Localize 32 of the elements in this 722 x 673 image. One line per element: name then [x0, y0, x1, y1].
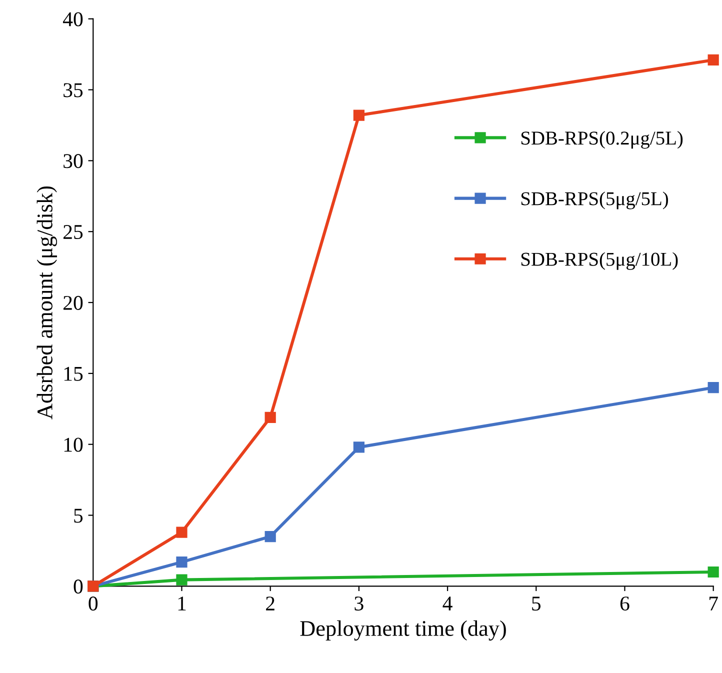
y-tick-label: 35 [64, 83, 83, 98]
y-tick-label: 30 [64, 154, 83, 168]
point [353, 110, 364, 121]
y-tick-label: 15 [64, 366, 83, 381]
point [708, 566, 719, 578]
y-tick-label: 25 [63, 225, 83, 240]
point [708, 382, 719, 394]
x-tick-label: 0 [88, 596, 98, 611]
y-tick-label: 0 [74, 580, 83, 594]
x-tick-label: 2 [266, 596, 274, 610]
x-tick-label: 6 [620, 596, 630, 611]
x-tick-label: 3 [354, 596, 364, 611]
x-tick-label: 4 [442, 596, 452, 610]
y-tick-label: 5 [74, 508, 83, 523]
x-tick-label: 1 [178, 596, 186, 610]
point [176, 574, 188, 586]
point [264, 412, 276, 423]
legend-label: SDB-RPS(0.2μg/5L) [521, 131, 683, 149]
point [176, 556, 188, 568]
x-tick-label: 5 [532, 596, 541, 611]
y-tick-label: 20 [63, 296, 83, 310]
point [176, 526, 188, 538]
legend-label: SDB-RPS(5μg/10L) [521, 252, 678, 270]
x-tick-label: 7 [710, 596, 718, 610]
point [264, 530, 276, 542]
y-tick-label: 40 [62, 12, 83, 26]
point [353, 442, 364, 453]
point [708, 54, 719, 66]
x-axis-title: Deployment time (day) [300, 620, 506, 641]
legend-label: SDB-RPS(5μg/5L) [521, 192, 668, 210]
y-axis-title: Adsrbed amount (μg/disk) [36, 186, 58, 420]
y-tick-label: 10 [64, 438, 83, 452]
